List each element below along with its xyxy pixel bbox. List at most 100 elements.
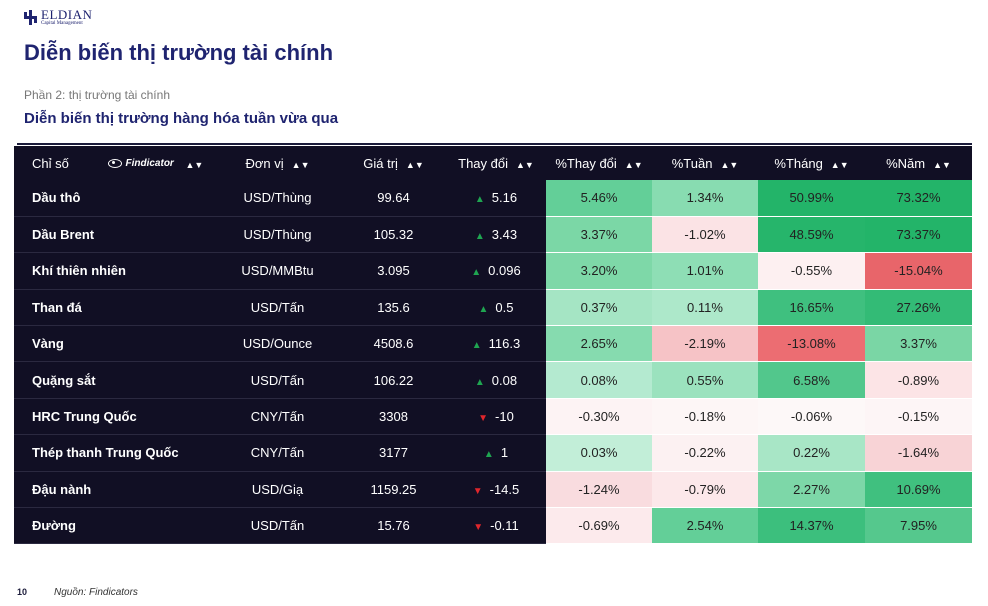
change-value: -0.11 bbox=[490, 518, 519, 534]
header-unit-label: Đơn vị bbox=[245, 155, 284, 171]
change-value: 116.3 bbox=[488, 336, 521, 352]
year-cell: -15.04% bbox=[865, 252, 972, 290]
month-cell: 6.58% bbox=[758, 361, 865, 399]
week-cell: 1.01% bbox=[652, 252, 758, 290]
header-change[interactable]: Thay đổi ▲▼ bbox=[446, 146, 546, 180]
value-cell: 3308 bbox=[341, 398, 446, 436]
brand-name: ELDIAN bbox=[41, 7, 93, 22]
month-cell: 0.22% bbox=[758, 434, 865, 472]
down-arrow-icon: ▼ bbox=[473, 522, 484, 534]
pct-change-cell: 0.03% bbox=[546, 434, 652, 472]
header-name[interactable]: Chỉ số Findicator ▲▼ bbox=[14, 146, 214, 180]
sort-icon[interactable]: ▲▼ bbox=[933, 159, 951, 170]
sort-icon[interactable]: ▲▼ bbox=[405, 159, 424, 170]
header-pct-change[interactable]: %Thay đổi ▲▼ bbox=[546, 146, 652, 180]
value-cell: 3177 bbox=[341, 434, 446, 472]
week-cell: -1.02% bbox=[652, 216, 758, 254]
change-value: 0.096 bbox=[488, 263, 521, 279]
commodity-name: Dầu thô bbox=[14, 180, 214, 217]
pct-change-cell: -0.69% bbox=[546, 507, 652, 545]
year-cell: 7.95% bbox=[865, 507, 972, 545]
header-year[interactable]: %Năm ▲▼ bbox=[865, 146, 972, 180]
pct-change-cell: 3.37% bbox=[546, 216, 652, 254]
up-arrow-icon: ▲ bbox=[471, 267, 482, 279]
unit-cell: CNY/Tấn bbox=[214, 398, 341, 436]
sort-icon[interactable]: ▲▼ bbox=[830, 159, 849, 170]
change-cell: ▼ -14.5 bbox=[446, 471, 546, 509]
pct-change-cell: 3.20% bbox=[546, 252, 652, 290]
header-unit[interactable]: Đơn vị ▲▼ bbox=[214, 146, 341, 180]
brand-subtitle: Capital Management bbox=[41, 21, 83, 26]
header-week[interactable]: %Tuần ▲▼ bbox=[652, 146, 758, 180]
source-note: Nguồn: Findicators bbox=[54, 587, 138, 598]
sort-icon[interactable]: ▲▼ bbox=[624, 159, 643, 170]
up-arrow-icon: ▲ bbox=[471, 340, 482, 352]
table-header: Chỉ số Findicator ▲▼ Đơn vị ▲▼ Giá trị ▲▼ … bbox=[14, 146, 972, 180]
month-cell: -0.06% bbox=[758, 398, 865, 436]
header-change-label: Thay đổi bbox=[458, 155, 509, 171]
month-cell: 48.59% bbox=[758, 216, 865, 254]
change-value: 0.08 bbox=[491, 372, 518, 388]
unit-cell: USD/Giạ bbox=[214, 471, 341, 509]
value-cell: 106.22 bbox=[341, 361, 446, 399]
year-cell: -0.15% bbox=[865, 398, 972, 436]
change-cell: ▼ -10 bbox=[446, 398, 546, 436]
table-row[interactable]: Than đá USD/Tấn 135.6 ▲ 0.5 0.37% 0.11% 16.65% 2… bbox=[14, 289, 972, 327]
findicator-badge: Findicator bbox=[108, 157, 174, 169]
table-row[interactable]: Dầu Brent USD/Thùng 105.32 ▲ 3.43 3.37% -1.02%… bbox=[14, 216, 972, 254]
month-cell: -13.08% bbox=[758, 325, 865, 363]
commodity-name: HRC Trung Quốc bbox=[14, 398, 214, 436]
sort-icon[interactable]: ▲▼ bbox=[291, 159, 310, 170]
year-cell: 27.26% bbox=[865, 289, 972, 327]
findicator-eye-icon bbox=[108, 158, 123, 168]
table-row[interactable]: Đậu nành USD/Giạ 1159.25 ▼ -14.5 -1.24% -0.79%… bbox=[14, 471, 972, 509]
divider bbox=[17, 143, 972, 145]
table-row[interactable]: Đường USD/Tấn 15.76 ▼ -0.11 -0.69% 2.54% 14.37%… bbox=[14, 507, 972, 545]
table-row[interactable]: Quặng sắt USD/Tấn 106.22 ▲ 0.08 0.08% 0.55% 6.5… bbox=[14, 361, 972, 399]
change-cell: ▼ -0.11 bbox=[446, 507, 546, 545]
unit-cell: USD/Thùng bbox=[214, 180, 341, 217]
unit-cell: CNY/Tấn bbox=[214, 434, 341, 472]
unit-cell: USD/Ounce bbox=[214, 325, 341, 363]
findicator-label: Findicator bbox=[125, 157, 174, 169]
month-cell: 16.65% bbox=[758, 289, 865, 327]
month-cell: 50.99% bbox=[758, 180, 865, 217]
header-name-label: Chỉ số bbox=[32, 155, 69, 171]
value-cell: 15.76 bbox=[341, 507, 446, 545]
month-cell: 2.27% bbox=[758, 471, 865, 509]
table-row[interactable]: Vàng USD/Ounce 4508.6 ▲ 116.3 2.65% -2.19% -13.… bbox=[14, 325, 972, 363]
change-value: 3.43 bbox=[491, 227, 518, 243]
unit-cell: USD/MMBtu bbox=[214, 252, 341, 290]
pct-change-cell: -0.30% bbox=[546, 398, 652, 436]
logo-icon bbox=[24, 9, 37, 25]
change-value: 1 bbox=[500, 445, 509, 461]
pct-change-cell: 2.65% bbox=[546, 325, 652, 363]
unit-cell: USD/Thùng bbox=[214, 216, 341, 254]
table-title: Diễn biến thị trường hàng hóa tuần vừa q… bbox=[24, 110, 339, 127]
value-cell: 3.095 bbox=[341, 252, 446, 290]
table-row[interactable]: HRC Trung Quốc CNY/Tấn 3308 ▼ -10 -0.30% -0.18… bbox=[14, 398, 972, 436]
sort-icon[interactable]: ▲▼ bbox=[720, 159, 739, 170]
week-cell: -0.18% bbox=[652, 398, 758, 436]
sort-icon[interactable]: ▲▼ bbox=[185, 159, 204, 170]
year-cell: 73.37% bbox=[865, 216, 972, 254]
sort-icon[interactable]: ▲▼ bbox=[516, 159, 534, 170]
table-row[interactable]: Khí thiên nhiên USD/MMBtu 3.095 ▲ 0.096 3.20%… bbox=[14, 252, 972, 290]
down-arrow-icon: ▼ bbox=[478, 413, 489, 425]
section-label: Phần 2: thị trường tài chính bbox=[24, 88, 170, 102]
month-cell: -0.55% bbox=[758, 252, 865, 290]
commodity-name: Than đá bbox=[14, 289, 214, 327]
up-arrow-icon: ▲ bbox=[478, 303, 489, 315]
week-cell: 0.55% bbox=[652, 361, 758, 399]
header-month[interactable]: %Tháng ▲▼ bbox=[758, 146, 865, 180]
change-cell: ▲ 0.096 bbox=[446, 252, 546, 290]
down-arrow-icon: ▼ bbox=[472, 485, 483, 497]
week-cell: 1.34% bbox=[652, 180, 758, 217]
week-cell: 0.11% bbox=[652, 289, 758, 327]
header-value[interactable]: Giá trị ▲▼ bbox=[341, 146, 446, 180]
table-row[interactable]: Dầu thô USD/Thùng 99.64 ▲ 5.16 5.46% 1.34% 50.9… bbox=[14, 180, 972, 217]
year-cell: -1.64% bbox=[865, 434, 972, 472]
table-row[interactable]: Thép thanh Trung Quốc CNY/Tấn 3177 ▲ 1 0.03% -… bbox=[14, 434, 972, 472]
change-cell: ▲ 3.43 bbox=[446, 216, 546, 254]
value-cell: 4508.6 bbox=[341, 325, 446, 363]
